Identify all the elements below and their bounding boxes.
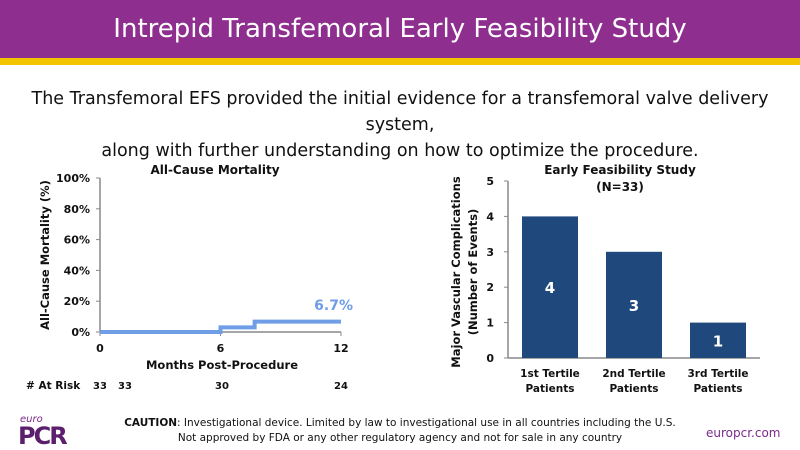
website-link[interactable]: europcr.com: [706, 426, 781, 440]
bar-category-label: Patients: [610, 383, 659, 395]
bar-ylabel-2: (Number of Events): [466, 209, 480, 336]
bar-y-tick-label: 4: [486, 210, 494, 223]
km-x-tick-label: 6: [217, 342, 225, 355]
mortality-chart: All-Cause Mortality All-Cause Mortality …: [26, 163, 353, 392]
at-risk-value: 24: [334, 381, 348, 392]
bar-ylabel-1: Major Vascular Complications: [449, 176, 463, 368]
bar-data-label: 1: [713, 332, 723, 350]
km-x-tick-label: 0: [96, 342, 104, 355]
caution-label: CAUTION: [124, 417, 178, 429]
bar-y-tick-label: 1: [486, 317, 494, 330]
km-xlabel: Months Post-Procedure: [146, 358, 298, 372]
bar-category-label: 3rd Tertile: [687, 368, 748, 380]
bar-category-label: 1st Tertile: [520, 368, 580, 380]
bar-title-2: (N=33): [596, 180, 644, 194]
at-risk-value: 30: [215, 381, 229, 392]
subtitle-line-2: along with further understanding on how …: [101, 141, 699, 161]
km-annotation: 6.7%: [314, 298, 353, 314]
bar: [690, 322, 746, 358]
at-risk-value: 33: [93, 381, 107, 392]
km-y-tick-label: 40%: [64, 264, 90, 277]
km-ylabel: All-Cause Mortality (%): [38, 180, 52, 330]
slide-subtitle: The Transfemoral EFS provided the initia…: [0, 86, 800, 164]
bar-title-1: Early Feasibility Study: [544, 163, 696, 177]
km-y-tick-label: 80%: [64, 203, 90, 216]
km-x-tick-label: 12: [333, 342, 348, 355]
bar-y-tick-label: 5: [486, 175, 494, 188]
km-curve: [100, 319, 341, 334]
at-risk-label: # At Risk: [26, 380, 81, 392]
bar: [522, 216, 578, 358]
bar-category-label: Patients: [694, 383, 743, 395]
subtitle-line-1: The Transfemoral EFS provided the initia…: [31, 89, 769, 135]
km-y-tick-label: 60%: [64, 234, 90, 247]
bar-y-tick-label: 0: [486, 352, 494, 365]
europcr-logo: PCR: [18, 422, 68, 450]
complications-chart: Early Feasibility Study (N=33) Major Vas…: [449, 163, 760, 395]
caution-text: CAUTION: Investigational device. Limited…: [120, 416, 680, 446]
caution-line-2: Not approved by FDA or any other regulat…: [177, 432, 623, 444]
km-y-tick-label: 0%: [71, 326, 90, 339]
bar-y-tick-label: 3: [486, 246, 494, 259]
slide-title: Intrepid Transfemoral Early Feasibility …: [0, 0, 800, 58]
bar: [606, 251, 662, 358]
bar-data-label: 4: [545, 279, 555, 297]
bar-category-label: Patients: [526, 383, 575, 395]
header-stripe: [0, 58, 800, 65]
km-y-tick-label: 20%: [64, 295, 90, 308]
bar-category-label: 2nd Tertile: [602, 368, 665, 380]
at-risk-value: 33: [118, 381, 132, 392]
logo-euro: euro: [20, 414, 43, 425]
bar-data-label: 3: [629, 297, 639, 315]
caution-line-1: : Investigational device. Limited by law…: [177, 417, 676, 429]
km-title: All-Cause Mortality: [150, 163, 279, 177]
km-y-tick-label: 100%: [56, 172, 90, 185]
bar-y-tick-label: 2: [486, 281, 494, 294]
